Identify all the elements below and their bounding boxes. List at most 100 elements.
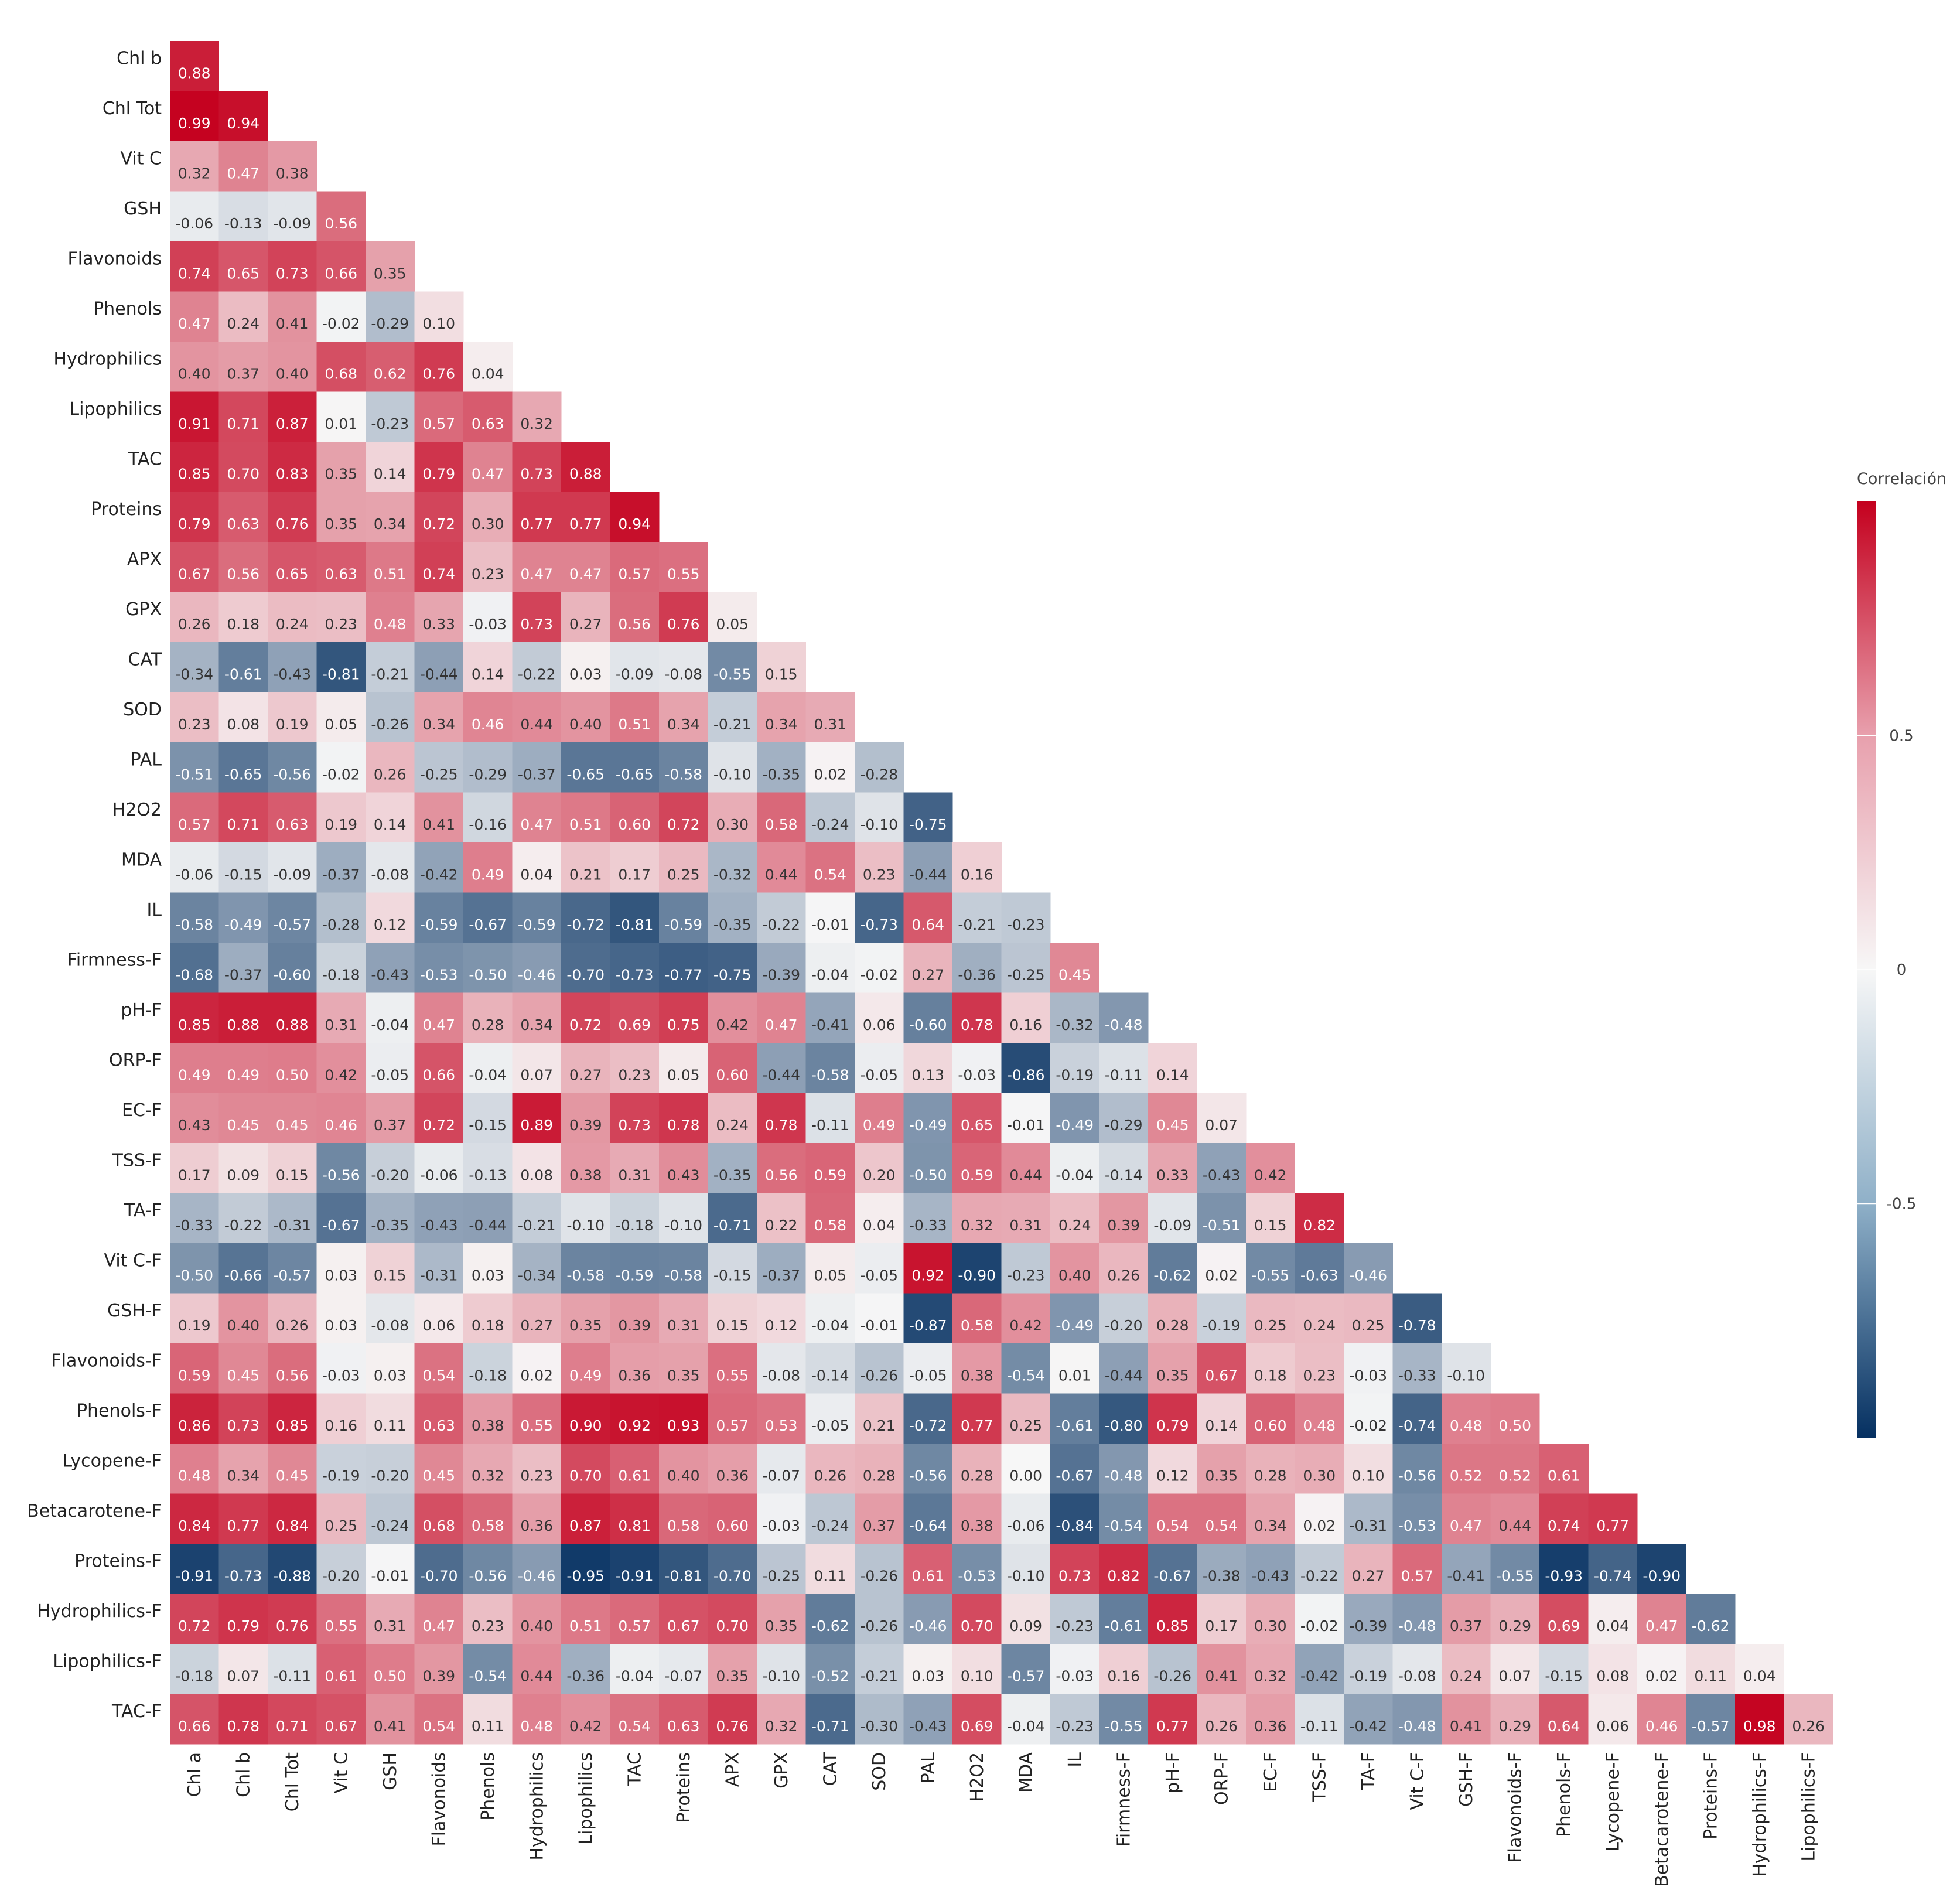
heatmap-cell [708,842,757,893]
heatmap-cell [805,692,855,743]
cell-value-label: 0.02 [520,1367,553,1384]
heatmap-cell [218,1043,268,1093]
cell-value-label: 0.98 [1743,1718,1776,1735]
cell-value-label: -0.10 [1447,1367,1485,1384]
heatmap-cell [268,1393,317,1444]
cell-value-label: 0.60 [618,816,651,833]
cell-value-label: 0.70 [716,1618,749,1635]
heatmap-cell [512,592,562,643]
heatmap-cell [903,1594,953,1644]
heatmap-cell [1295,1193,1344,1244]
cell-value-label: 0.77 [1156,1718,1189,1735]
cell-value-label: 0.16 [325,1417,357,1434]
heatmap-cell [757,1644,806,1694]
heatmap-cell [316,1043,366,1093]
heatmap-cell [218,792,268,843]
heatmap-cell [561,442,610,492]
cell-value-label: 0.38 [961,1517,993,1534]
cell-value-label: 0.47 [422,1618,455,1635]
heatmap-cell [1001,1193,1051,1244]
heatmap-cell [316,892,366,943]
cell-value-label: 0.28 [961,1467,993,1484]
heatmap-cell [1392,1293,1442,1344]
heatmap-cell [268,1193,317,1244]
heatmap-cell [366,943,415,993]
cell-value-label: -0.58 [664,1267,702,1284]
cell-value-label: -0.36 [958,966,996,983]
cell-value-label: 0.07 [520,1066,553,1083]
heatmap-cell [1148,1694,1197,1745]
cell-value-label: -0.60 [909,1016,947,1033]
heatmap-cell [952,1243,1002,1294]
heatmap-cell [659,943,708,993]
cell-value-label: -0.71 [713,1217,752,1234]
cell-value-label: 0.71 [227,415,259,432]
cell-value-label: -0.42 [1300,1667,1338,1684]
heatmap-cell [316,1594,366,1644]
cell-value-label: -0.54 [1105,1517,1143,1534]
cell-value-label: -0.49 [1056,1117,1094,1134]
heatmap-cell [512,692,562,743]
x-label-chl-a: Chl a [185,1752,205,1797]
cell-value-label: 0.11 [814,1567,846,1584]
heatmap-cell [757,943,806,993]
heatmap-cell [1001,1243,1051,1294]
cell-value-label: 0.06 [1596,1718,1629,1735]
cell-value-label: 0.25 [1009,1417,1042,1434]
heatmap-cell [1392,1393,1442,1444]
cell-value-label: 0.72 [569,1016,602,1033]
heatmap-cell [952,1093,1002,1144]
cell-value-label: 0.24 [716,1117,749,1134]
cell-value-label: 0.09 [227,1166,259,1183]
cell-value-label: 0.31 [374,1618,407,1635]
heatmap-cell [805,1493,855,1544]
cell-value-label: 0.37 [227,365,259,382]
heatmap-cell [1197,1493,1247,1544]
cell-value-label: 0.49 [472,866,504,883]
heatmap-cell [708,1243,757,1294]
cell-value-label: -0.03 [762,1517,800,1534]
cell-value-label: 0.02 [1205,1267,1238,1284]
x-label-chl-tot: Chl Tot [282,1752,303,1811]
heatmap-cell [463,842,513,893]
cell-value-label: 0.35 [1156,1367,1189,1384]
heatmap-cell [1246,1444,1295,1494]
y-label-gpx: GPX [125,599,162,620]
heatmap-cell [952,943,1002,993]
heatmap-cell [218,1143,268,1193]
heatmap-cell [1001,1444,1051,1494]
cell-value-label: -0.10 [860,816,898,833]
heatmap-cell [414,1093,464,1144]
heatmap-cells: 0.88 0.99 0.94 0.32 0.47 0.38 -0.06 -0.13 -0.09 0… [170,41,1833,1745]
cell-value-label: 0.23 [178,716,211,733]
heatmap-cell [316,592,366,643]
heatmap-cell [316,1093,366,1144]
heatmap-cell [757,1544,806,1594]
x-label-gpx: GPX [771,1752,792,1789]
cell-value-label: 0.41 [276,315,309,332]
cell-value-label: 0.57 [1401,1567,1433,1584]
heatmap-cell [708,992,757,1043]
cell-value-label: 0.23 [863,866,896,883]
cell-value-label: -0.71 [811,1718,849,1735]
heatmap-cell [903,943,953,993]
heatmap-cell [463,892,513,943]
heatmap-cell [1050,1043,1099,1093]
heatmap-cell [170,542,219,592]
cell-value-label: 0.05 [667,1066,700,1083]
heatmap-cell [610,1544,660,1594]
cell-value-label: 0.36 [520,1517,553,1534]
cell-value-label: -0.14 [1105,1166,1143,1183]
cell-value-label: 0.31 [814,716,846,733]
cell-value-label: 0.23 [1303,1367,1336,1384]
heatmap-cell [218,141,268,192]
cell-value-label: -0.19 [322,1467,360,1484]
heatmap-cell [414,1293,464,1344]
cell-value-label: 0.77 [520,516,553,533]
heatmap-cell [1197,1243,1247,1294]
heatmap-cell [708,1043,757,1093]
cell-value-label: -0.61 [1105,1618,1143,1635]
cell-value-label: -0.22 [1300,1567,1338,1584]
x-label-tac: TAC [624,1752,645,1786]
heatmap-cell [805,943,855,993]
